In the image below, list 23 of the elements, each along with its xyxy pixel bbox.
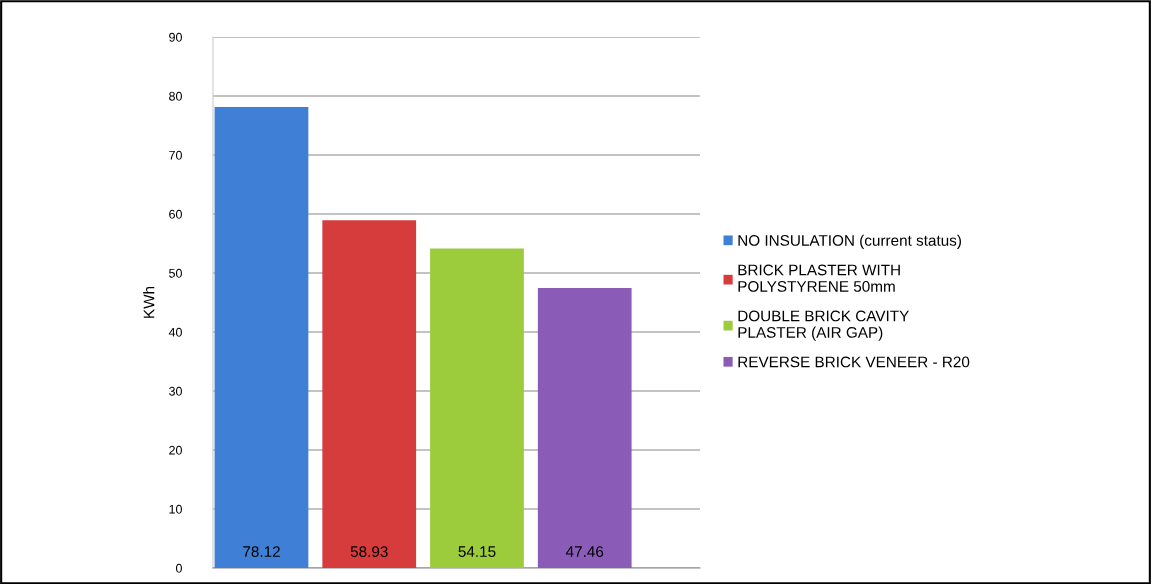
y-tick-label: 30 (169, 386, 182, 396)
legend-label: NO INSULATION (current status) (738, 234, 961, 249)
y-tick-label: 90 (169, 32, 182, 42)
y-tick-label: 0 (175, 563, 182, 573)
data-label: 54.15 (458, 546, 496, 558)
data-label: 78.12 (243, 546, 280, 558)
bar (537, 287, 632, 568)
y-tick-label: 40 (168, 327, 182, 337)
legend-label: DOUBLE BRICK CAVITY PLASTER (AIR GAP) (738, 310, 909, 341)
data-label: 47.46 (565, 546, 604, 558)
y-tick-label: 80 (169, 91, 182, 101)
y-tick-label: 60 (169, 209, 182, 219)
y-tick-label: 10 (169, 504, 182, 514)
y-axis-title: KWh (143, 286, 155, 318)
y-tick-label: 70 (169, 150, 182, 160)
bar (214, 107, 309, 568)
legend-label: REVERSE BRICK VENEER - R20 (738, 356, 970, 368)
legend-label: BRICK PLASTER WITH POLYSTYRENE 50mm (738, 264, 900, 292)
data-label: 58.93 (350, 546, 388, 558)
y-tick-label: 20 (169, 445, 182, 455)
y-tick-label: 50 (169, 268, 182, 278)
bar (430, 248, 524, 568)
bar (322, 220, 417, 568)
